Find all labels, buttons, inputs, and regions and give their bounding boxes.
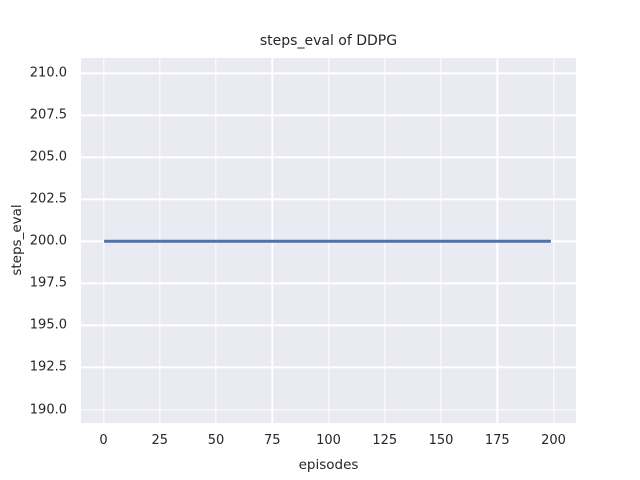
y-tick-label: 190.0: [29, 402, 67, 418]
gridline-horizontal: [81, 72, 576, 74]
x-axis-label: episodes: [298, 457, 359, 473]
y-tick-label: 207.5: [29, 107, 67, 123]
x-tick-label: 125: [372, 433, 398, 448]
gridline-horizontal: [81, 198, 576, 200]
x-tick-label: 0: [99, 433, 108, 448]
x-tick-label: 175: [484, 433, 510, 448]
y-tick-label: 210.0: [29, 65, 67, 81]
x-tick-label: 50: [207, 433, 225, 448]
gridline-horizontal: [81, 114, 576, 116]
series-line-steps_eval: [103, 240, 552, 243]
gridline-horizontal: [81, 156, 576, 158]
plot-area: 0 25 50 75 100 125 150 175 200 190.0 192.5 195.0 197…: [30, 58, 576, 448]
chart-title: steps_eval of DDPG: [259, 33, 398, 49]
gridline-horizontal: [81, 324, 576, 327]
x-tick-label: 200: [541, 433, 566, 448]
y-tick-label: 205.0: [29, 149, 67, 165]
gridline-horizontal: [81, 366, 576, 369]
y-tick-label: 197.5: [29, 275, 67, 291]
y-tick-label: 192.5: [29, 359, 67, 375]
y-tick-label: 202.5: [29, 191, 67, 207]
gridline-horizontal: [81, 408, 576, 411]
x-tick-label: 25: [151, 433, 169, 448]
x-tick-label: 100: [316, 433, 341, 448]
gridline-vertical: [552, 58, 555, 423]
y-axis-label: steps_eval: [9, 204, 25, 276]
y-tick-label: 200.0: [29, 233, 67, 249]
x-tick-label: 150: [428, 433, 454, 448]
x-tick-label: 75: [263, 433, 281, 448]
gridline-horizontal: [81, 282, 576, 285]
y-tick-label: 195.0: [29, 317, 67, 333]
